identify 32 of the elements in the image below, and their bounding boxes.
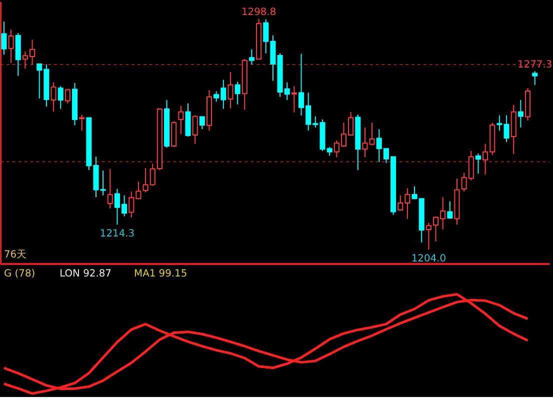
candlestick <box>178 105 184 135</box>
candlestick <box>79 114 85 132</box>
text: LON 92.87 <box>60 268 112 280</box>
annotation: 1214.3 <box>100 228 135 240</box>
candlestick <box>107 168 113 209</box>
candlestick <box>1 21 7 56</box>
candlestick <box>185 102 191 138</box>
candlestick <box>64 88 70 104</box>
candlestick <box>362 127 368 158</box>
annotation: 1277.3 <box>518 59 552 70</box>
candlestick <box>248 48 254 65</box>
chart-title: G (78) <box>4 268 36 280</box>
candlestick <box>8 29 14 64</box>
candlestick <box>518 100 524 128</box>
candlestick <box>475 153 481 174</box>
candlestick <box>447 200 453 220</box>
candlestick <box>199 116 205 130</box>
candlestick <box>369 122 375 146</box>
candlestick <box>291 86 297 113</box>
annotation: 1298.8 <box>241 6 276 18</box>
candlestick <box>532 70 538 86</box>
candlestick <box>234 81 240 105</box>
candlestick <box>228 72 234 109</box>
candlestick <box>496 114 502 132</box>
annotation: 1204.0 <box>411 254 446 265</box>
candlestick <box>192 114 198 144</box>
candlestick <box>504 114 510 143</box>
candlestick <box>50 82 56 112</box>
annotation: 76天 <box>4 250 27 261</box>
candlestick <box>58 86 64 110</box>
text: MA1 99.15 <box>134 268 188 280</box>
candlestick <box>171 120 177 148</box>
